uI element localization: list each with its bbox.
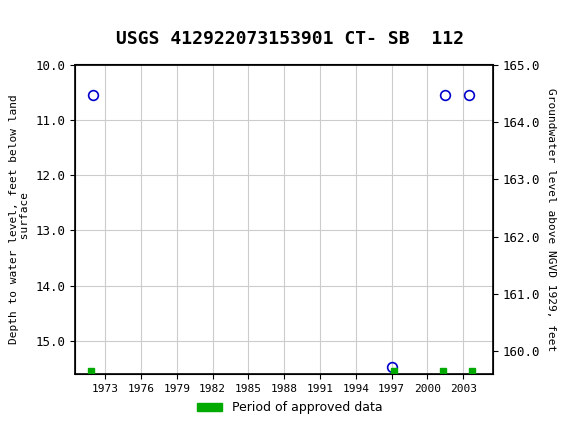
Y-axis label: Groundwater level above NGVD 1929, feet: Groundwater level above NGVD 1929, feet: [546, 88, 556, 351]
Text: █USGS: █USGS: [6, 10, 60, 31]
Legend: Period of approved data: Period of approved data: [192, 396, 388, 419]
Y-axis label: Depth to water level, feet below land
 surface: Depth to water level, feet below land su…: [9, 95, 30, 344]
Text: USGS 412922073153901 CT- SB  112: USGS 412922073153901 CT- SB 112: [116, 30, 464, 48]
